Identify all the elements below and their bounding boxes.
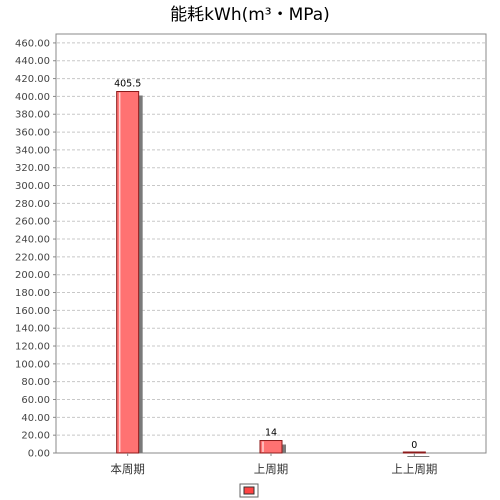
- y-tick-label: 220.00: [15, 252, 50, 263]
- y-tick-label: 0.00: [28, 449, 50, 460]
- y-tick-label: 300.00: [15, 181, 50, 192]
- y-tick-label: 360.00: [15, 128, 50, 139]
- y-tick-label: 280.00: [15, 199, 50, 210]
- bars: 405.5 14 0: [114, 79, 430, 457]
- y-tick-label: 420.00: [15, 74, 50, 85]
- y-tick-label: 240.00: [15, 235, 50, 246]
- y-tick-label: 320.00: [15, 163, 50, 174]
- data-label: 405.5: [114, 79, 141, 90]
- x-tick-label: 上周期: [254, 462, 289, 476]
- y-tick-label: 60.00: [21, 395, 50, 406]
- bar-shadow: [407, 456, 430, 457]
- bar: [402, 451, 426, 454]
- x-axis-labels: 本周期 上周期 上上周期: [110, 453, 437, 476]
- data-label: 0: [411, 440, 417, 451]
- y-tick-label: 460.00: [15, 38, 50, 49]
- x-tick-label: 本周期: [110, 462, 145, 476]
- y-tick-label: 200.00: [15, 270, 50, 281]
- y-tick-label: 120.00: [15, 342, 50, 353]
- y-tick-label: 340.00: [15, 145, 50, 156]
- chart-title: 能耗kWh(m³・MPa): [170, 5, 330, 25]
- data-label: 14: [265, 428, 277, 439]
- y-tick-label: 80.00: [21, 377, 50, 388]
- y-tick-label: 440.00: [15, 56, 50, 67]
- y-tick-label: 100.00: [15, 359, 50, 370]
- x-tick-label: 上上周期: [391, 462, 437, 476]
- y-tick-label: 380.00: [15, 110, 50, 121]
- y-axis-ticks: 0.00 20.00 40.00 60.00 80.00 100.00 120.00 140.…: [15, 38, 56, 460]
- y-tick-label: 40.00: [21, 413, 50, 424]
- y-tick-label: 400.00: [15, 92, 50, 103]
- y-tick-label: 140.00: [15, 324, 50, 335]
- y-tick-label: 20.00: [21, 431, 50, 442]
- legend-swatch: [243, 486, 255, 495]
- y-tick-label: 160.00: [15, 306, 50, 317]
- y-tick-label: 260.00: [15, 217, 50, 228]
- y-tick-label: 180.00: [15, 288, 50, 299]
- legend: [239, 483, 259, 498]
